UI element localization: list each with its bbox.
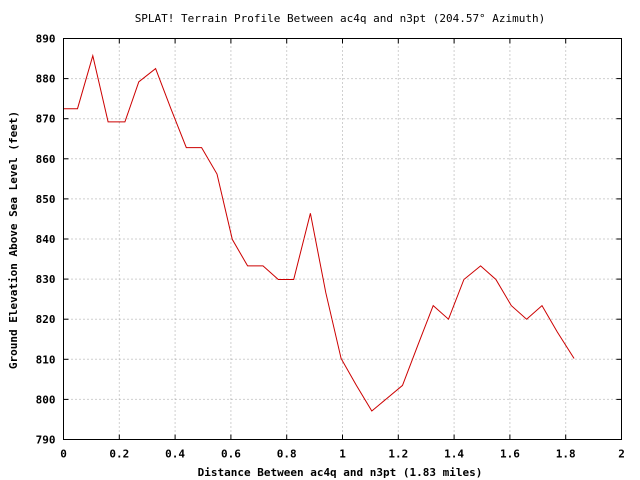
x-tick-label: 1.8 [556,448,576,461]
y-tick-label: 830 [36,273,56,286]
y-tick-label: 790 [36,434,56,447]
x-axis-label: Distance Between ac4q and n3pt (1.83 mil… [198,466,483,479]
tick-labels: 0 0.2 0.4 0.6 0.8 1 1.2 1.4 1.6 1.8 2 790 800 810 820 8… [36,33,625,461]
y-tick-label: 870 [36,113,56,126]
y-tick-label: 810 [36,353,56,366]
terrain-profile-line [63,53,575,412]
grid-lines [63,38,622,440]
x-tick-label: 2 [618,448,625,461]
x-tick-label: 1 [339,448,346,461]
y-axis-label: Ground Elevation Above Sea Level (feet) [7,111,20,369]
y-tick-label: 840 [36,233,56,246]
y-tick-label: 860 [36,153,56,166]
y-tick-label: 850 [36,193,56,206]
y-tick-label: 820 [36,313,56,326]
x-tick-label: 0.6 [221,448,241,461]
x-tick-label: 1.4 [444,448,464,461]
x-tick-label: 1.2 [388,448,408,461]
plot-frame [63,38,622,440]
x-tick-label: 0.8 [277,448,297,461]
x-tick-label: 1.6 [500,448,520,461]
y-tick-label: 880 [36,73,56,86]
chart-title: SPLAT! Terrain Profile Between ac4q and … [135,12,546,25]
x-tick-label: 0.4 [165,448,185,461]
x-tick-label: 0.2 [109,448,129,461]
axis-ticks [63,38,622,440]
y-tick-label: 890 [36,33,56,46]
y-tick-label: 800 [36,393,56,406]
x-tick-label: 0 [60,448,67,461]
